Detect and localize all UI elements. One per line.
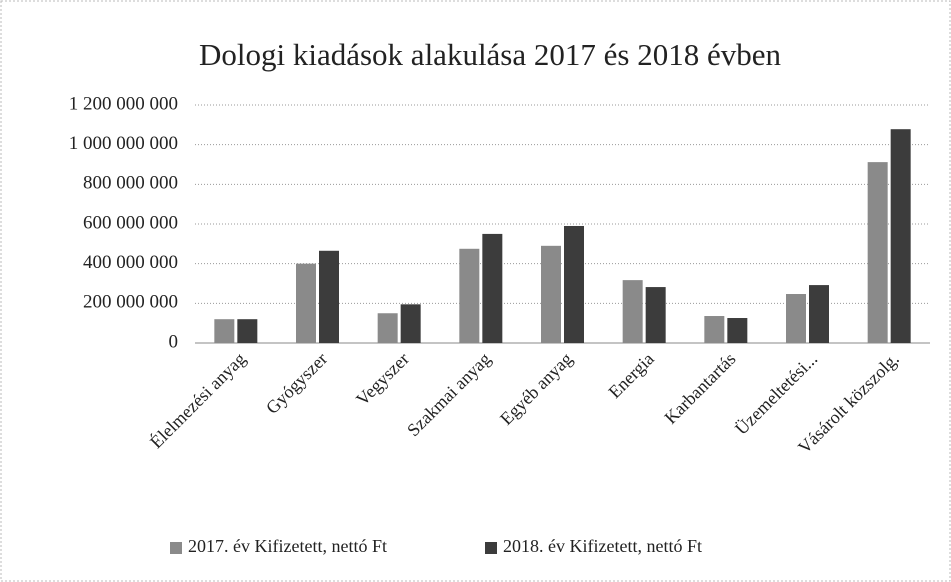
bar (541, 245, 561, 343)
bar (727, 318, 748, 343)
bar (786, 294, 806, 343)
legend-label: 2017. év Kifizetett, nettó Ft (188, 536, 387, 556)
bar (809, 285, 829, 343)
y-tick-label: 1 000 000 000 (69, 133, 178, 154)
bar (622, 280, 643, 343)
y-tick-label: 1 200 000 000 (69, 93, 178, 114)
bar (377, 313, 398, 343)
y-tick-label: 0 (169, 331, 179, 352)
y-tick-label: 400 000 000 (83, 252, 178, 273)
y-tick-label: 800 000 000 (83, 173, 178, 194)
legend-swatch (485, 542, 497, 554)
bar (214, 319, 235, 343)
bar (482, 233, 503, 343)
bar (890, 129, 911, 343)
bar (564, 225, 584, 343)
bar (319, 250, 339, 343)
bar (296, 263, 316, 343)
bar (867, 162, 888, 343)
bar (237, 319, 258, 343)
legend-swatch (170, 542, 182, 554)
y-tick-label: 600 000 000 (83, 212, 178, 233)
bar (459, 248, 480, 343)
legend-label: 2018. év Kifizetett, nettó Ft (503, 536, 702, 556)
bar (645, 287, 666, 343)
chart-title: Dologi kiadások alakulása 2017 és 2018 é… (199, 37, 781, 72)
bar (400, 304, 421, 343)
bar (704, 316, 725, 343)
y-tick-label: 200 000 000 (83, 292, 178, 313)
